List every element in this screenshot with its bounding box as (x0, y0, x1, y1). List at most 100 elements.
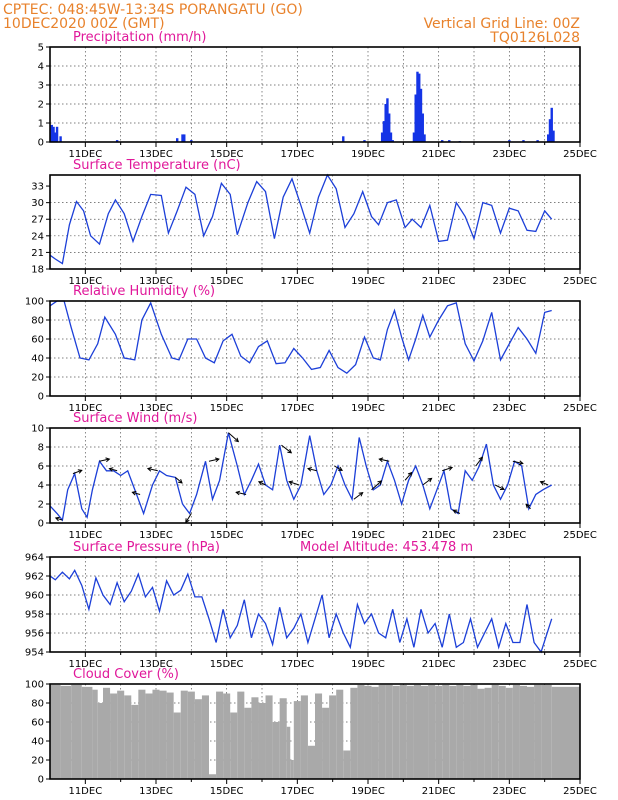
wind-arrow-head (288, 480, 294, 485)
cloud-cover-column (230, 712, 238, 779)
wind-arrow-head (54, 516, 60, 522)
cloud-cover-column (413, 684, 421, 779)
wind-xtick-label: 21DEC (422, 530, 456, 541)
cloud-cover-column (293, 701, 301, 779)
temp-ytick-label: 27 (31, 215, 44, 226)
wind-arrow-head (338, 466, 344, 471)
temp-xtick-label: 11DEC (68, 276, 102, 287)
pressure-series-line (49, 568, 553, 654)
wind-arrow (442, 466, 453, 472)
precip-bar (536, 140, 539, 142)
cloud-cover-column (194, 699, 202, 779)
pressure-ytick-label: 962 (25, 572, 44, 583)
temp-xtick-label: 15DEC (210, 276, 244, 287)
cloud-cover-column (103, 687, 111, 779)
cloud-cover-column (527, 686, 535, 779)
cloud-xtick-label: 19DEC (351, 786, 385, 797)
temp-panel: Surface Temperature (nC) 18 21 24 27 30 33 11DE… (31, 158, 597, 287)
cloud-cover-column (300, 695, 308, 779)
cloud-cover-column (336, 689, 344, 779)
cloud-cover-column (541, 684, 552, 779)
precip-bar (448, 140, 451, 142)
precip-frame (49, 46, 581, 143)
cloud-cover-column (279, 698, 287, 779)
pressure-ytick-label: 954 (25, 648, 44, 659)
pressure-frame (49, 556, 581, 653)
cloud-cover-column (97, 703, 103, 779)
pressure-xtick-label: 19DEC (351, 659, 385, 670)
precip-panel: Precipitation (mm/h) 0 1 2 3 4 5 11DEC 13DEC 15DE… (38, 30, 597, 160)
cloud-cover-column (512, 684, 520, 779)
wind-xtick-label: 13DEC (139, 530, 173, 541)
precip-xtick-label: 25DEC (563, 149, 597, 160)
cloud-cover-column (92, 689, 98, 779)
cloud-title: Cloud Cover (%) (73, 667, 179, 682)
cloud-xtick-label: 15DEC (210, 786, 244, 797)
header-station: CPTEC: 048:45W-13:34S PORANGATU (GO) (3, 2, 303, 18)
cloud-cover-column (505, 687, 513, 779)
cloud-cover-column (449, 685, 457, 779)
rh-xtick-label: 23DEC (492, 403, 526, 414)
wind-arrow-head (448, 466, 454, 471)
cloud-cover-column (60, 685, 72, 779)
temp-title: Surface Temperature (nC) (73, 158, 241, 173)
cloud-cover-column (209, 774, 217, 779)
cloud-cover-column (456, 684, 464, 779)
wind-arrow (236, 491, 247, 495)
precip-bar (342, 136, 345, 142)
wind-arrow (72, 469, 82, 475)
cloud-cover-column (71, 684, 82, 779)
wind-arrow-head (427, 477, 433, 483)
wind-arrow-head (499, 485, 505, 490)
wind-arrow-head (177, 479, 183, 484)
cloud-xtick-label: 11DEC (68, 786, 102, 797)
temp-frame (49, 174, 581, 270)
wind-arrow (281, 444, 292, 454)
precip-bar (418, 73, 421, 142)
header-run-date: 10DEC2020 00Z (GMT) (3, 16, 165, 32)
precip-bar (419, 88, 423, 142)
cloud-cover-column (551, 686, 580, 779)
precip-xtick-label: 19DEC (351, 149, 385, 160)
precip-bar (190, 140, 193, 142)
rh-xtick-label: 13DEC (139, 403, 173, 414)
cloud-cover-column (519, 685, 527, 779)
temp-xtick-label: 21DEC (422, 276, 456, 287)
rh-ytick-label: 80 (31, 316, 44, 327)
cloud-cover-column (385, 684, 393, 779)
cloud-ytick-label: 0 (38, 775, 44, 786)
cloud-marks (50, 684, 580, 779)
rh-ytick-label: 100 (25, 297, 44, 308)
cloud-cover-column (343, 750, 351, 779)
temp-ytick-label: 24 (31, 231, 44, 242)
cloud-cover-column (406, 685, 414, 779)
precip-xtick-label: 15DEC (210, 149, 244, 160)
rh-xtick-label: 15DEC (210, 403, 244, 414)
precip-bar (389, 132, 393, 142)
rh-title: Relative Humidity (%) (73, 284, 215, 299)
wind-ytick-label: 4 (38, 481, 44, 492)
precip-bar (59, 136, 62, 142)
wind-arrow-head (518, 460, 524, 466)
cloud-cover-column (187, 691, 195, 779)
wind-arrow (307, 468, 317, 472)
wind-arrow (353, 492, 363, 500)
precip-xtick-label: 11DEC (68, 149, 102, 160)
cloud-cover-column (491, 684, 499, 779)
cloud-cover-column (216, 691, 224, 779)
cloud-cover-column (463, 685, 471, 779)
rh-xtick-label: 17DEC (280, 403, 314, 414)
rh-panel: Relative Humidity (%) 0 20 40 60 80 100 11DEC 13… (25, 284, 597, 414)
cloud-cover-column (110, 693, 118, 779)
precip-title: Precipitation (mm/h) (73, 30, 206, 45)
rh-series-line (49, 300, 552, 375)
wind-arrow (109, 468, 118, 472)
pressure-ytick-label: 956 (25, 629, 44, 640)
temp-series-line (49, 173, 553, 265)
cloud-cover-column (81, 686, 93, 779)
precip-bar (52, 126, 55, 142)
precip-bar (384, 104, 387, 142)
precip-bar (547, 134, 550, 142)
precip-bar (548, 119, 552, 142)
pressure-xtick-label: 25DEC (563, 659, 597, 670)
